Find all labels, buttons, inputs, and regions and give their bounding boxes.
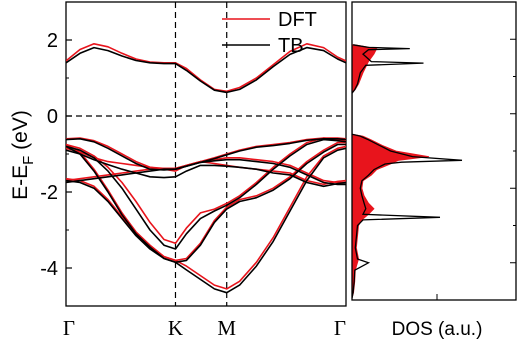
dos-panel: DOS (a.u.): [351, 1, 517, 340]
y-tick-label: -2: [40, 182, 58, 204]
band-line-tb-0: [66, 46, 346, 94]
y-axis-label-main: E-E: [9, 165, 32, 200]
dos-x-axis-label: DOS (a.u.): [392, 319, 483, 340]
band-line-tb-6: [66, 138, 346, 171]
band-line-dft-0: [66, 43, 346, 93]
x-tick-label-1: K: [168, 316, 183, 340]
band-line-tb-2: [66, 145, 346, 294]
band-line-dft-2: [66, 143, 346, 290]
band-line-tb-3: [66, 143, 346, 264]
y-tick-label: 0: [47, 106, 58, 128]
dos-area-dft: [352, 44, 430, 299]
x-tick-label-2: M: [217, 316, 236, 340]
band-line-dft-3: [66, 141, 346, 262]
band-structure-panel: 2 0 -2 -4 Γ K M Γ E-EF (eV) DFT TB: [9, 1, 347, 340]
legend-label-tb: TB: [278, 35, 304, 57]
x-tick-label-0: Γ: [63, 316, 75, 340]
legend: DFT TB: [222, 9, 317, 57]
y-tick-label: -4: [40, 258, 58, 280]
band-line-tb-1: [66, 138, 346, 250]
y-axis-label-unit: (eV): [9, 110, 32, 156]
band-line-dft-1: [66, 137, 346, 245]
band-line-tb-4: [66, 149, 346, 188]
y-axis-label: E-EF (eV): [9, 110, 37, 200]
y-tick-label: 2: [47, 30, 58, 52]
x-tick-label-3: Γ: [334, 316, 346, 340]
y-axis-label-subscript: F: [20, 156, 37, 165]
dos-line-tb: [352, 44, 463, 299]
legend-label-dft: DFT: [278, 9, 317, 31]
